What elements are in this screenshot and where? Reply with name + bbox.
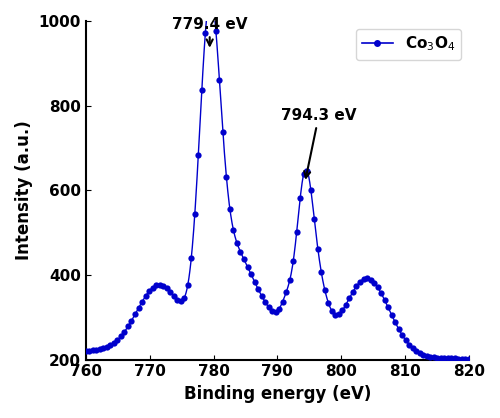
Text: 779.4 eV: 779.4 eV — [172, 17, 248, 46]
Y-axis label: Intensity (a.u.): Intensity (a.u.) — [15, 120, 33, 260]
Text: 794.3 eV: 794.3 eV — [281, 107, 356, 178]
X-axis label: Binding energy (eV): Binding energy (eV) — [184, 385, 371, 403]
Legend: Co$_3$O$_4$: Co$_3$O$_4$ — [356, 29, 462, 59]
